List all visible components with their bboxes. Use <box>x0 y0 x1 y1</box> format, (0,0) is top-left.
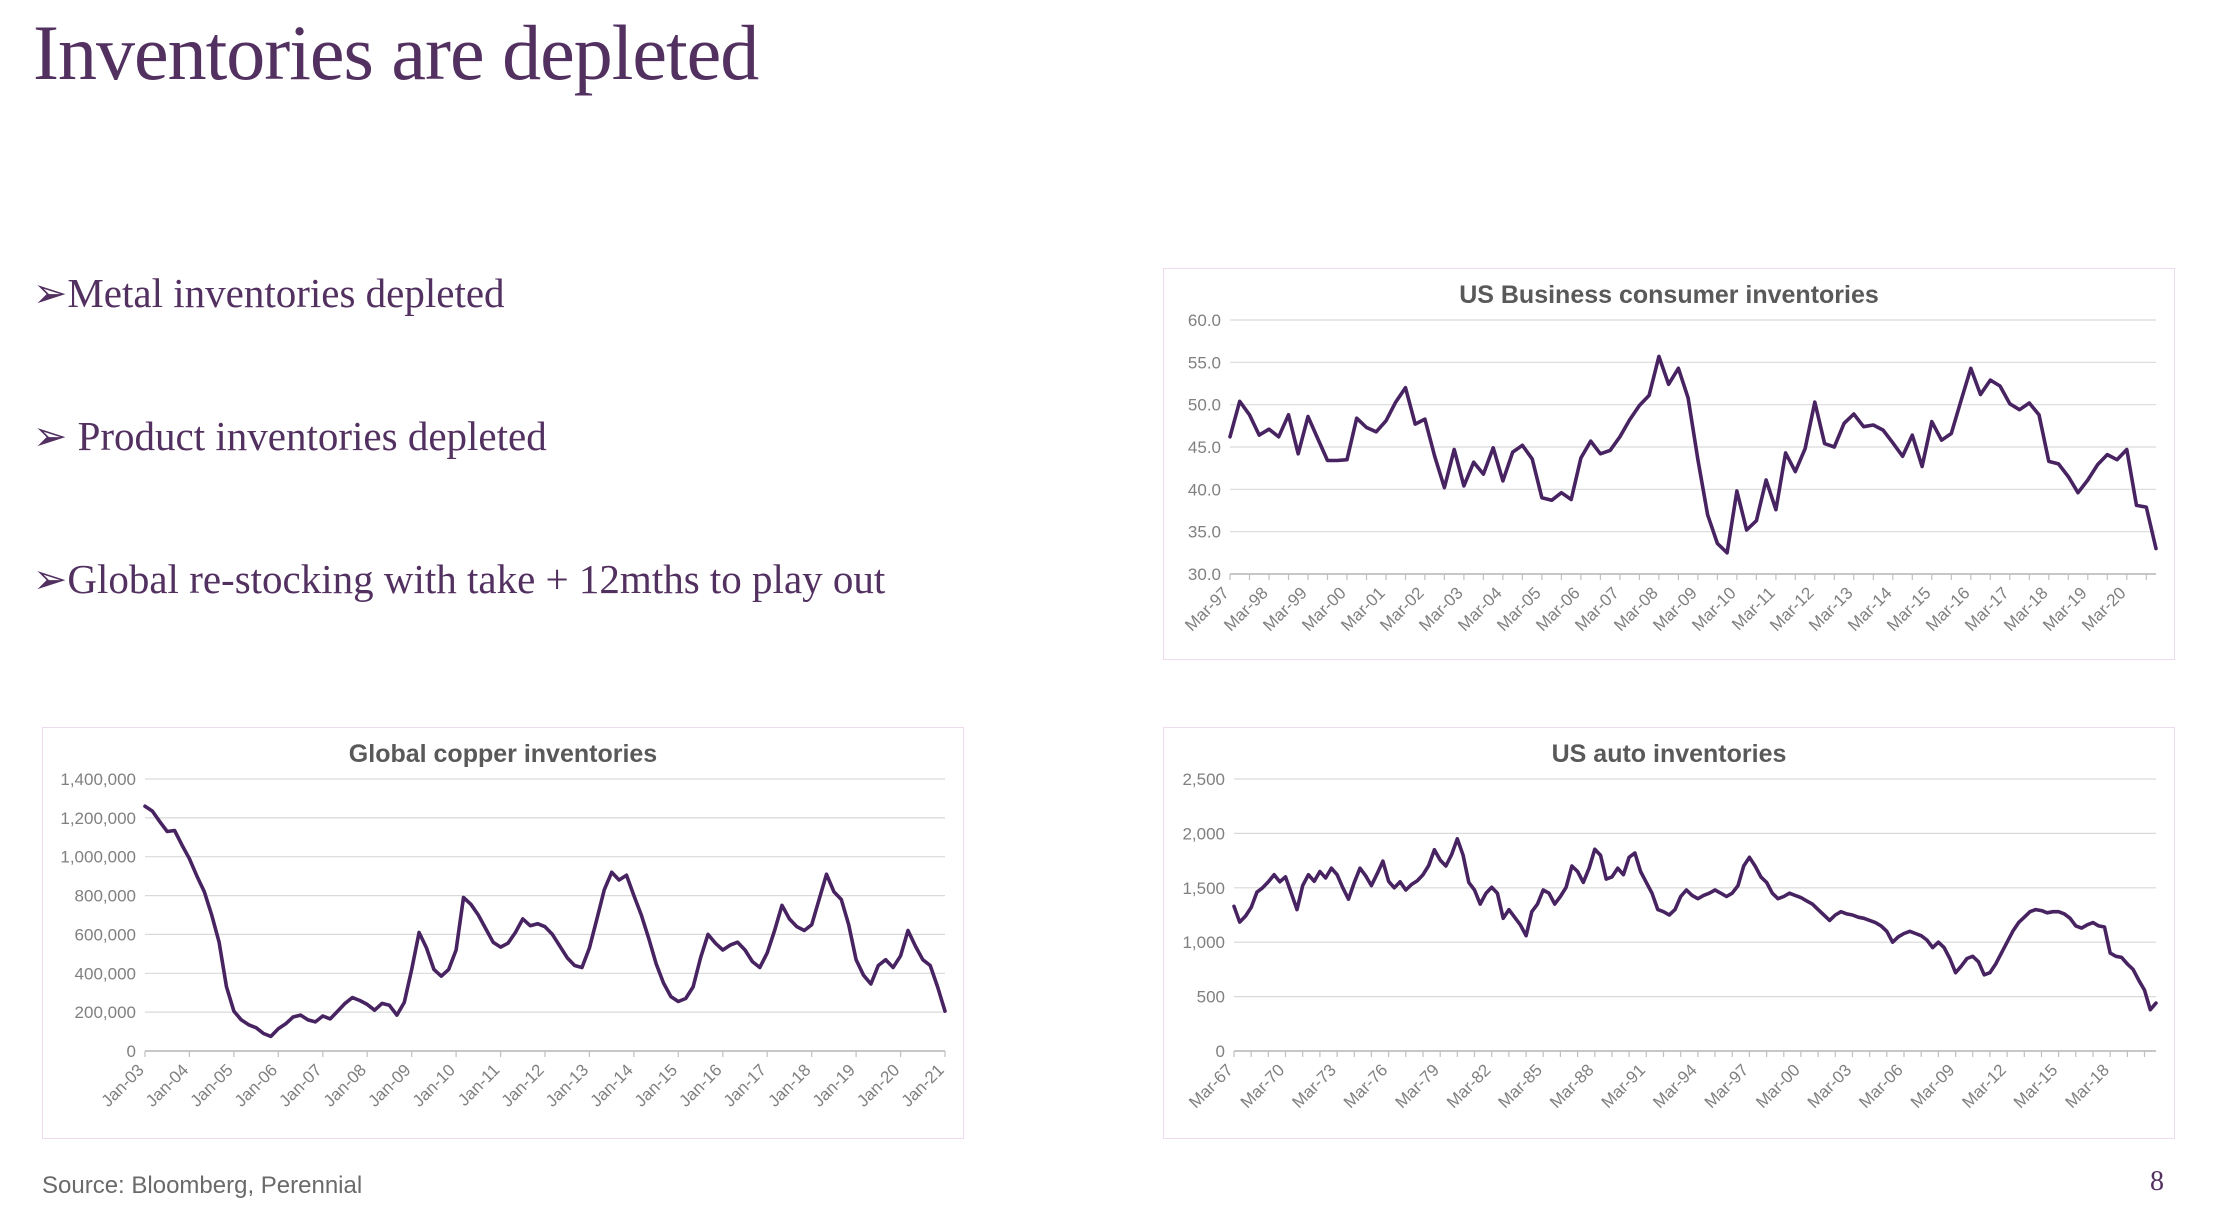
svg-text:Mar-88: Mar-88 <box>1546 1060 1598 1112</box>
svg-text:Mar-79: Mar-79 <box>1392 1060 1444 1112</box>
chart-title: Global copper inventories <box>348 740 658 768</box>
slide-title: Inventories are depleted <box>33 9 759 96</box>
svg-text:1,000: 1,000 <box>1182 933 1225 952</box>
chart-panel-us-business-inventories: US Business consumer inventories 60.0 55.… <box>1163 268 2175 660</box>
svg-text:Mar-18: Mar-18 <box>2062 1060 2114 1112</box>
chart-panel-us-auto-inventories: US auto inventories 2,500 2,000 1,500 1,000… <box>1163 727 2175 1139</box>
bullet-item-metal: ➢Metal inventories depleted <box>33 270 505 316</box>
page-number: 8 <box>2150 1166 2164 1197</box>
svg-text:Mar-91: Mar-91 <box>1598 1060 1650 1112</box>
svg-text:Mar-67: Mar-67 <box>1185 1060 1237 1112</box>
svg-text:Mar-20: Mar-20 <box>2078 583 2130 635</box>
svg-text:Mar-15: Mar-15 <box>2010 1060 2062 1112</box>
svg-text:Jan-14: Jan-14 <box>587 1060 637 1110</box>
svg-text:Mar-12: Mar-12 <box>1958 1060 2010 1112</box>
svg-text:Mar-73: Mar-73 <box>1288 1060 1340 1112</box>
svg-text:60.0: 60.0 <box>1188 311 1221 330</box>
svg-text:Mar-06: Mar-06 <box>1855 1060 1907 1112</box>
chart-title: US Business consumer inventories <box>1459 281 1879 309</box>
chart-panel-global-copper-inventories: Global copper inventories 1,400,000 1,200… <box>42 727 964 1139</box>
svg-text:2,500: 2,500 <box>1182 770 1225 789</box>
line-chart-global-copper-inventories: 1,400,000 1,200,000 1,000,000 800,000 600,00… <box>60 770 948 1111</box>
svg-text:Mar-76: Mar-76 <box>1340 1060 1392 1112</box>
svg-text:40.0: 40.0 <box>1188 480 1221 499</box>
bullet-item-restocking: ➢Global re-stocking with take + 12mths t… <box>33 556 886 603</box>
svg-text:50.0: 50.0 <box>1188 396 1221 415</box>
svg-text:1,200,000: 1,200,000 <box>60 809 136 828</box>
svg-text:1,000,000: 1,000,000 <box>60 848 136 867</box>
svg-text:Mar-10: Mar-10 <box>1688 583 1740 635</box>
svg-text:500: 500 <box>1197 988 1225 1007</box>
svg-text:Mar-85: Mar-85 <box>1495 1060 1547 1112</box>
svg-text:2,000: 2,000 <box>1182 824 1225 843</box>
svg-text:Jan-08: Jan-08 <box>320 1060 370 1110</box>
svg-text:Jan-07: Jan-07 <box>275 1060 325 1110</box>
line-chart-us-business-inventories: 60.055.050.045.040.035.030.0Mar-97Mar-98… <box>1181 311 2158 635</box>
svg-text:Jan-21: Jan-21 <box>898 1060 948 1110</box>
svg-text:35.0: 35.0 <box>1188 523 1221 542</box>
bullet-list: ➢Metal inventories depleted ➢ Product in… <box>33 270 1113 699</box>
svg-text:Jan-06: Jan-06 <box>231 1060 281 1110</box>
svg-text:Jan-16: Jan-16 <box>675 1060 725 1110</box>
svg-text:800,000: 800,000 <box>75 887 136 906</box>
svg-text:200,000: 200,000 <box>75 1003 136 1022</box>
svg-text:Jan-20: Jan-20 <box>853 1060 903 1110</box>
svg-text:55.0: 55.0 <box>1188 353 1221 372</box>
svg-text:Mar-82: Mar-82 <box>1443 1060 1495 1112</box>
svg-text:45.0: 45.0 <box>1188 438 1221 457</box>
svg-text:Jan-09: Jan-09 <box>364 1060 414 1110</box>
source-note: Source: Bloomberg, Perennial <box>42 1172 363 1199</box>
svg-text:Jan-13: Jan-13 <box>542 1060 592 1110</box>
svg-text:Mar-03: Mar-03 <box>1804 1060 1856 1112</box>
svg-text:600,000: 600,000 <box>75 925 136 944</box>
chart-title: US auto inventories <box>1551 740 1787 768</box>
svg-text:400,000: 400,000 <box>75 964 136 983</box>
svg-text:0: 0 <box>127 1042 136 1061</box>
svg-text:Jan-11: Jan-11 <box>454 1060 503 1109</box>
svg-text:Jan-17: Jan-17 <box>720 1060 770 1110</box>
svg-text:Jan-15: Jan-15 <box>631 1060 681 1110</box>
svg-text:Jan-18: Jan-18 <box>764 1060 814 1110</box>
svg-text:Mar-70: Mar-70 <box>1237 1060 1289 1112</box>
svg-text:Jan-10: Jan-10 <box>409 1060 459 1110</box>
svg-text:Jan-19: Jan-19 <box>809 1060 859 1110</box>
svg-text:1,500: 1,500 <box>1182 879 1225 898</box>
svg-text:Mar-97: Mar-97 <box>1701 1060 1753 1112</box>
svg-text:Jan-05: Jan-05 <box>187 1060 237 1110</box>
svg-text:Mar-09: Mar-09 <box>1907 1060 1959 1112</box>
bullet-item-product: ➢ Product inventories depleted <box>33 413 547 460</box>
svg-text:0: 0 <box>1216 1042 1225 1061</box>
svg-text:Jan-04: Jan-04 <box>142 1060 192 1110</box>
svg-text:30.0: 30.0 <box>1188 565 1221 584</box>
svg-text:Mar-00: Mar-00 <box>1752 1060 1804 1112</box>
svg-text:1,400,000: 1,400,000 <box>60 770 136 789</box>
svg-text:Jan-12: Jan-12 <box>498 1060 548 1110</box>
svg-text:Jan-03: Jan-03 <box>98 1060 148 1110</box>
svg-text:Mar-94: Mar-94 <box>1649 1060 1701 1112</box>
